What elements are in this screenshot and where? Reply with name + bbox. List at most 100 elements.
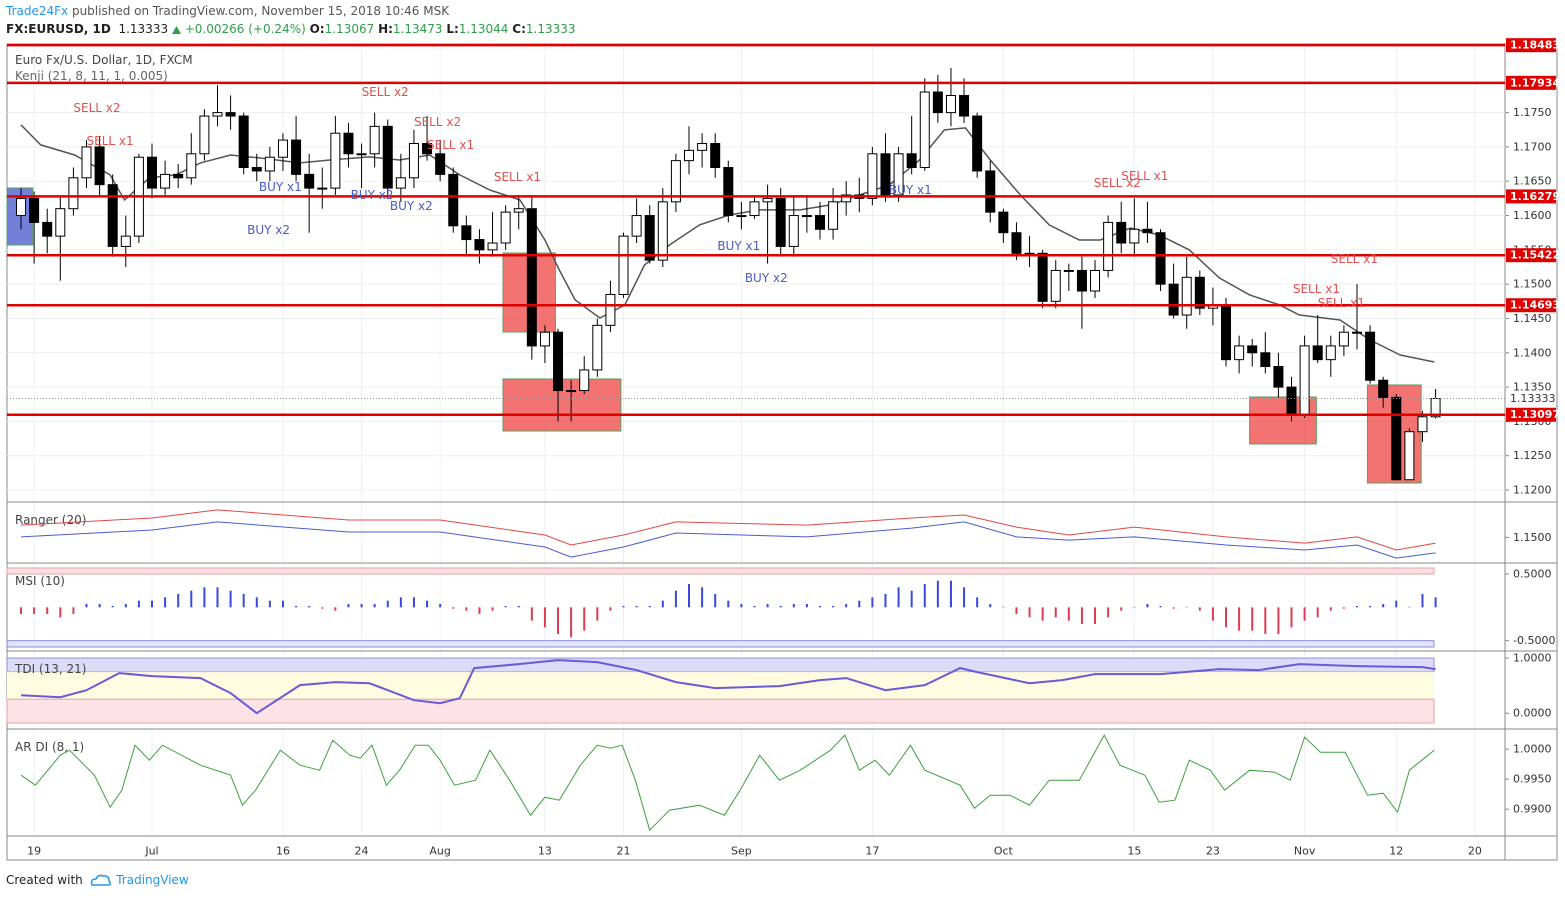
candle-body — [1063, 269, 1074, 272]
candle-body — [1129, 228, 1140, 244]
symbol: FX:EURUSD, 1D — [6, 22, 111, 36]
candle-body — [1155, 232, 1166, 285]
candle-body — [697, 142, 708, 151]
candle-body — [160, 173, 171, 189]
candle-body — [631, 215, 642, 237]
x-tick-label: 19 — [27, 845, 41, 858]
candle-body — [801, 215, 812, 218]
candle-body — [1234, 345, 1245, 361]
candle-body — [893, 153, 904, 196]
candle-body — [395, 177, 406, 189]
candle-body — [1312, 345, 1323, 361]
brand[interactable]: TradingView — [116, 873, 189, 887]
pane-title: MSI (10) — [15, 574, 65, 588]
candle-body — [251, 167, 262, 172]
candle-body — [670, 160, 681, 203]
candle-body — [1194, 276, 1205, 309]
price-tag — [1506, 391, 1556, 406]
candle-body — [120, 235, 131, 247]
y-tick-label: 1.1500 — [1513, 531, 1552, 544]
candle-body — [657, 201, 668, 261]
created-with: Created with — [6, 873, 83, 887]
candle-body — [474, 239, 485, 251]
signal-label: BUY x2 — [390, 199, 433, 213]
candle-body — [736, 215, 747, 218]
level-tag — [1506, 298, 1556, 313]
candle-body — [749, 201, 760, 217]
level-tag — [1506, 407, 1556, 422]
signal-label: BUY x2 — [351, 188, 394, 202]
signal-label: BUY x1 — [259, 180, 302, 194]
y-tick-label: 1.0000 — [1513, 652, 1552, 665]
candle-body — [186, 153, 197, 179]
candle-body — [1338, 331, 1349, 347]
footer: Created with TradingView — [6, 873, 189, 887]
candle-body — [775, 197, 786, 247]
candle-body — [1351, 331, 1362, 334]
l-value: 1.13044 — [458, 22, 509, 36]
candle-body — [330, 132, 341, 189]
signal-label: SELL x2 — [1094, 176, 1141, 190]
publisher[interactable]: Trade24Fx — [6, 4, 69, 18]
signal-label: SELL x1 — [1293, 282, 1340, 296]
candle-body — [304, 173, 315, 189]
signal-label: SELL x1 — [1121, 169, 1168, 183]
y-tick-label: 1.1200 — [1513, 484, 1552, 497]
o-label: O: — [309, 22, 325, 36]
candle-body — [1247, 345, 1258, 354]
candle-body — [1299, 345, 1310, 416]
candle-body — [225, 112, 236, 117]
candle-body — [644, 215, 655, 261]
candle-body — [553, 331, 564, 392]
candle-body — [539, 331, 550, 347]
indicator-line — [20, 734, 1435, 832]
level-label: 1.17934 — [1510, 76, 1560, 89]
pane-title: AR DI (8, 1) — [15, 740, 84, 754]
indicator-line — [20, 509, 1436, 551]
c-value: 1.13333 — [525, 22, 576, 36]
candle-body — [828, 201, 839, 230]
candle-body — [500, 211, 511, 244]
x-tick-label: Nov — [1294, 845, 1316, 858]
level-label: 1.13097 — [1510, 408, 1560, 421]
candle-body — [1142, 228, 1153, 234]
pane-title: TDI (13, 21) — [14, 662, 86, 676]
candle-body — [1417, 416, 1428, 433]
candle-body — [382, 125, 393, 189]
x-tick-label: 23 — [1206, 845, 1220, 858]
candle-body — [919, 91, 930, 169]
y-tick-label: 1.1750 — [1513, 106, 1552, 119]
x-tick-label: 15 — [1127, 845, 1141, 858]
tv-logo — [91, 874, 112, 886]
candle-body — [526, 208, 537, 347]
candle-body — [1181, 276, 1192, 316]
candle-body — [1076, 269, 1087, 292]
candle-body — [343, 132, 354, 155]
signal-label: SELL x2 — [414, 115, 461, 129]
y-tick-label: 1.1600 — [1513, 209, 1552, 222]
x-tick-label: 16 — [276, 845, 290, 858]
y-tick-label: 1.1650 — [1513, 175, 1552, 188]
x-tick-label: 21 — [617, 845, 631, 858]
candle-body — [762, 197, 773, 203]
candle-body — [173, 173, 184, 179]
candle-body — [788, 215, 799, 247]
candle-body — [435, 153, 446, 175]
candle-body — [238, 115, 249, 169]
y-tick-label: 0.5000 — [1513, 568, 1552, 581]
y-tick-label: 1.0000 — [1513, 743, 1552, 756]
level-label: 1.14693 — [1510, 299, 1560, 312]
candle-body — [317, 187, 328, 190]
candle-body — [1325, 345, 1336, 361]
upper-band — [6, 567, 1435, 575]
candle-body — [1404, 431, 1415, 481]
pane-title: Ranger (20) — [15, 513, 86, 527]
chart: 19 Jul 16 24 Aug 13 21 Sep 17 Oct 15 23 Nov 12 20 1.120… — [6, 38, 1560, 861]
candle-body — [1365, 331, 1376, 381]
candle-body — [422, 142, 433, 155]
candle-body — [212, 112, 223, 117]
candle-body — [684, 149, 695, 162]
candle-body — [1286, 386, 1297, 416]
last-price: 1.13333 — [118, 22, 169, 36]
o-value: 1.13067 — [324, 22, 375, 36]
